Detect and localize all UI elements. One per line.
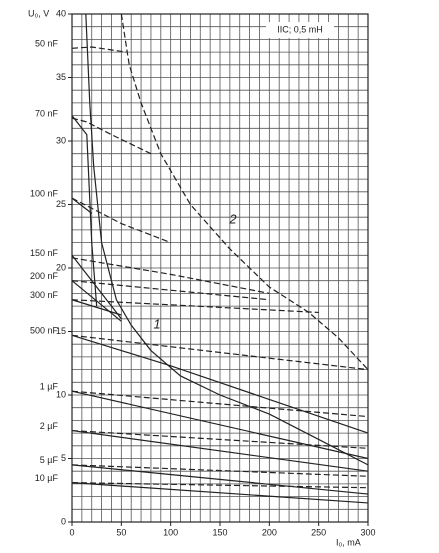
series-line xyxy=(71,280,122,322)
y-axis-label: U₀, V xyxy=(28,8,49,18)
series-line xyxy=(71,429,369,472)
y-tick-label: 15 xyxy=(56,326,66,336)
plot-frame xyxy=(71,13,369,523)
series-line xyxy=(120,13,369,371)
y-tick-label: 40 xyxy=(56,8,66,18)
series-line xyxy=(71,257,270,294)
annotation: 1 xyxy=(153,316,160,331)
curve-label: 70 nF xyxy=(35,109,59,119)
series-line xyxy=(71,197,93,214)
x-tick-label: 300 xyxy=(360,527,375,537)
curve-label: 5 µF xyxy=(40,455,59,465)
series-line xyxy=(71,464,369,495)
annotation: 2 xyxy=(228,211,237,226)
y-tick-label: 0 xyxy=(61,516,66,526)
series-line xyxy=(71,334,369,371)
series-line xyxy=(71,390,369,460)
x-tick-label: 100 xyxy=(163,527,178,537)
series-line xyxy=(71,46,127,53)
series-line xyxy=(71,482,369,504)
y-tick-label: 30 xyxy=(56,135,66,145)
curve-label: 300 nF xyxy=(30,290,59,300)
series-line xyxy=(71,299,122,316)
x-tick-label: 200 xyxy=(262,527,277,537)
series-line xyxy=(71,390,369,418)
series-line xyxy=(71,429,369,449)
y-tick-label: 10 xyxy=(56,389,66,399)
curve-label: 2 µF xyxy=(40,421,59,431)
series-line xyxy=(71,280,270,301)
annotation: IIC; 0,5 mH xyxy=(277,24,323,34)
x-tick-label: 150 xyxy=(212,527,227,537)
x-tick-label: 0 xyxy=(69,527,74,537)
curve-label: 500 nF xyxy=(30,326,59,336)
curve-label: 50 nF xyxy=(35,39,59,49)
x-tick-label: 50 xyxy=(116,527,126,537)
series-line xyxy=(71,197,171,244)
series-line xyxy=(71,117,152,155)
curve-label: 10 µF xyxy=(35,473,59,483)
series-line xyxy=(71,299,319,314)
curve-label: 1 µF xyxy=(40,382,59,392)
y-tick-label: 25 xyxy=(56,199,66,209)
series-line xyxy=(71,334,369,434)
x-tick-label: 250 xyxy=(311,527,326,537)
y-tick-label: 5 xyxy=(61,453,66,463)
series-line xyxy=(71,254,122,320)
y-tick-label: 35 xyxy=(56,72,66,82)
annotation-box xyxy=(266,22,334,38)
series-line xyxy=(71,464,369,477)
curve-label: 150 nF xyxy=(30,248,59,258)
curve-label: 100 nF xyxy=(30,189,59,199)
curve-label: 200 nF xyxy=(30,271,59,281)
y-tick-label: 20 xyxy=(56,262,66,272)
series-line xyxy=(85,13,369,466)
series-line xyxy=(71,115,98,307)
series-line xyxy=(71,482,369,489)
x-axis-label: I₀, mA xyxy=(336,537,361,547)
